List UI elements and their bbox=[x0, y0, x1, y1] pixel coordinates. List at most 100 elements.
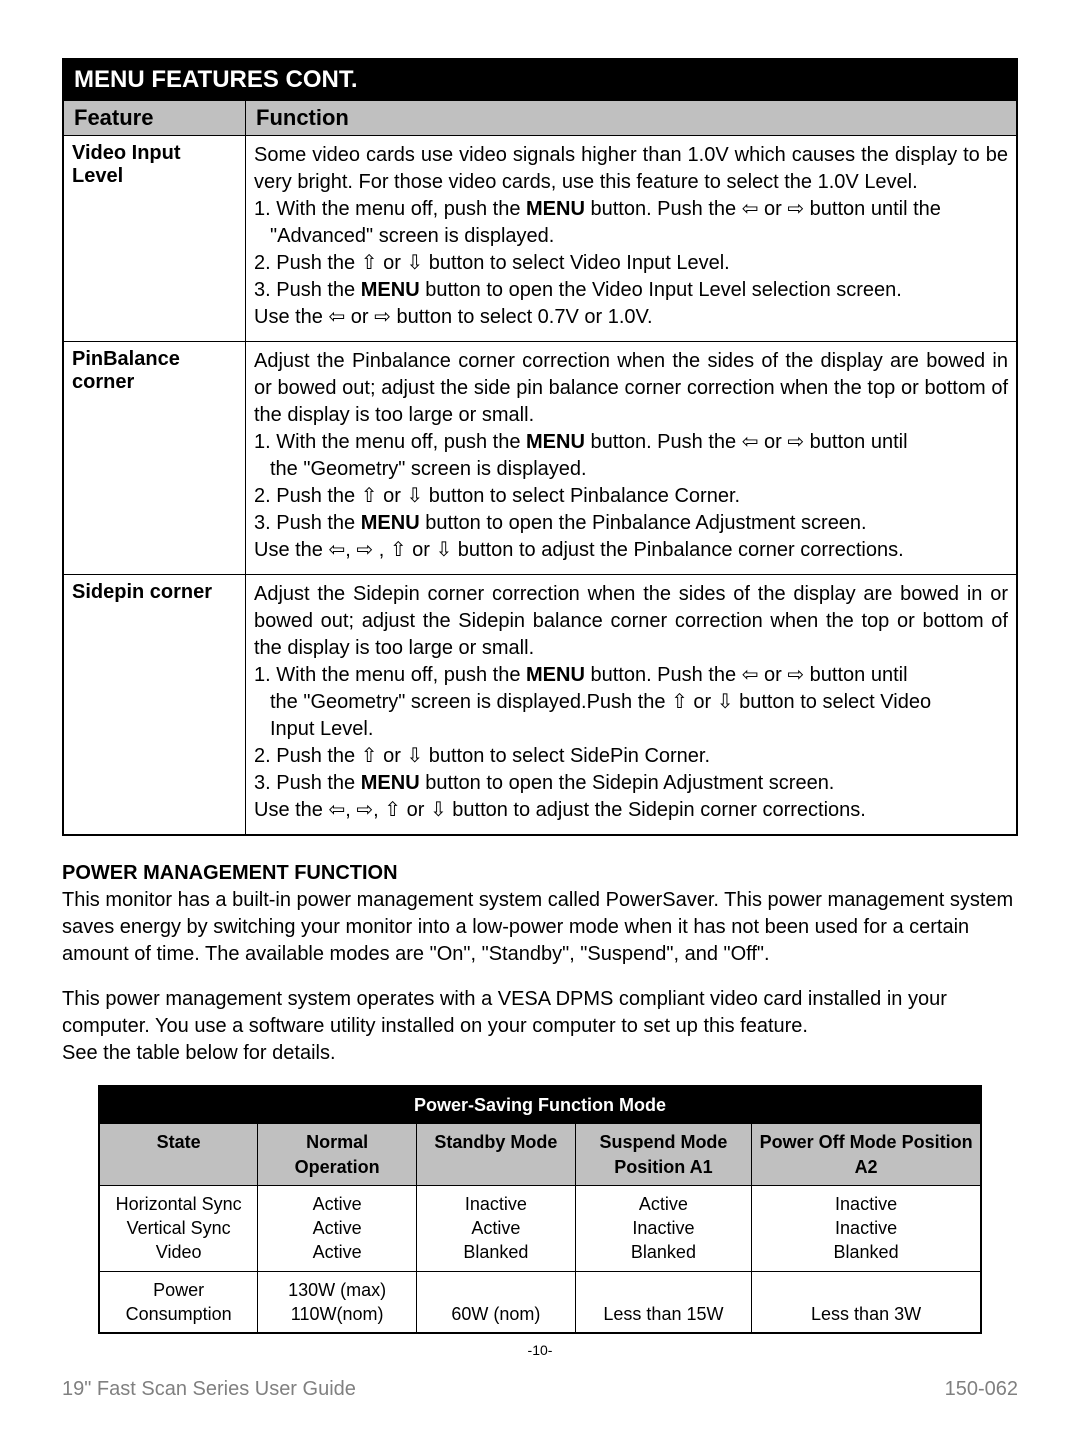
text: button to select Video Input Level. bbox=[423, 252, 730, 274]
arrow-left-icon: ⇦ bbox=[328, 539, 345, 561]
text: button to select Video bbox=[734, 691, 932, 713]
text: 3. Push the bbox=[254, 772, 361, 794]
intro-text: Adjust the Sidepin corner correction whe… bbox=[254, 581, 1008, 662]
text: 2. Push the bbox=[254, 485, 361, 507]
text: or bbox=[378, 252, 407, 274]
col-feature-header: Feature bbox=[63, 101, 246, 136]
table-row: Power Consumption 130W (max) 110W(nom) 6… bbox=[99, 1271, 981, 1333]
text: 2. Push the bbox=[254, 252, 361, 274]
text: Use the bbox=[254, 539, 328, 561]
arrow-right-icon: ⇨ bbox=[787, 431, 804, 453]
text: 3. Push the bbox=[254, 512, 361, 534]
text: or bbox=[378, 745, 407, 767]
text: Active bbox=[471, 1218, 520, 1238]
step-4: Use the ⇦, ⇨ , ⇧ or ⇩ button to adjust t… bbox=[254, 537, 1008, 564]
text: Use the bbox=[254, 799, 328, 821]
table-title-row: Power-Saving Function Mode bbox=[99, 1086, 981, 1124]
cell: Active Active Active bbox=[258, 1185, 417, 1271]
arrow-up-icon: ⇧ bbox=[384, 799, 401, 821]
arrow-right-icon: ⇨ bbox=[356, 799, 373, 821]
arrow-right-icon: ⇨ bbox=[356, 539, 373, 561]
text: Blanked bbox=[631, 1242, 696, 1262]
function-cell: Adjust the Pinbalance corner correction … bbox=[246, 342, 1018, 575]
arrow-left-icon: ⇦ bbox=[742, 198, 759, 220]
footer-right: 150-062 bbox=[945, 1378, 1018, 1401]
text: Standby Mode bbox=[434, 1132, 557, 1152]
table-row: Horizontal Sync Vertical Sync Video Acti… bbox=[99, 1185, 981, 1271]
menu-word: MENU bbox=[361, 512, 420, 534]
menu-word: MENU bbox=[526, 664, 585, 686]
text: Active bbox=[313, 1218, 362, 1238]
cell: Inactive Active Blanked bbox=[417, 1185, 576, 1271]
menu-word: MENU bbox=[361, 772, 420, 794]
text: button until bbox=[804, 664, 907, 686]
page-footer: 19" Fast Scan Series User Guide 150-062 bbox=[62, 1378, 1018, 1401]
text: button. Push the bbox=[585, 664, 742, 686]
cell: Inactive Inactive Blanked bbox=[752, 1185, 981, 1271]
arrow-down-icon: ⇩ bbox=[717, 691, 734, 713]
pm-para-2: This power management system operates wi… bbox=[62, 986, 1018, 1067]
text: or bbox=[345, 306, 374, 328]
text: Inactive bbox=[835, 1218, 897, 1238]
text: Active bbox=[313, 1194, 362, 1214]
page-number: -10- bbox=[62, 1342, 1018, 1358]
arrow-up-icon: ⇧ bbox=[361, 745, 378, 767]
arrow-left-icon: ⇦ bbox=[742, 431, 759, 453]
footer-left: 19" Fast Scan Series User Guide bbox=[62, 1378, 356, 1401]
table-row: PinBalance corner Adjust the Pinbalance … bbox=[63, 342, 1017, 575]
text: button to select Pinbalance Corner. bbox=[423, 485, 740, 507]
arrow-up-icon: ⇧ bbox=[361, 485, 378, 507]
step-2: 2. Push the ⇧ or ⇩ button to select Pinb… bbox=[254, 483, 1008, 510]
text: See the table below for details. bbox=[62, 1042, 336, 1064]
arrow-right-icon: ⇨ bbox=[787, 198, 804, 220]
step-3: 3. Push the MENU button to open the Side… bbox=[254, 770, 1008, 797]
text: button to open the Pinbalance Adjustment… bbox=[420, 512, 867, 534]
text: 110W(nom) bbox=[291, 1304, 384, 1324]
step-4: Use the ⇦ or ⇨ button to select 0.7V or … bbox=[254, 304, 1008, 331]
text: Vertical Sync bbox=[127, 1218, 231, 1238]
step-1-cont: the "Geometry" screen is displayed.Push … bbox=[254, 689, 1008, 716]
page: MENU FEATURES CONT. Feature Function Vid… bbox=[0, 0, 1080, 1441]
ps-title: Power-Saving Function Mode bbox=[99, 1086, 981, 1124]
table-header-row: Feature Function bbox=[63, 101, 1017, 136]
menu-word: MENU bbox=[526, 198, 585, 220]
col-function-header: Function bbox=[246, 101, 1018, 136]
text: , bbox=[373, 799, 384, 821]
arrow-right-icon: ⇨ bbox=[374, 306, 391, 328]
text: 2. Push the bbox=[254, 745, 361, 767]
text: the "Geometry" screen is displayed.Push … bbox=[270, 691, 671, 713]
step-4: Use the ⇦, ⇨, ⇧ or ⇩ button to adjust th… bbox=[254, 797, 1008, 824]
feature-cell: Video Input Level bbox=[63, 136, 246, 342]
menu-word: MENU bbox=[361, 279, 420, 301]
text: Inactive bbox=[835, 1194, 897, 1214]
text: or bbox=[378, 485, 407, 507]
text: 3. Push the bbox=[254, 279, 361, 301]
cell: Active Inactive Blanked bbox=[575, 1185, 751, 1271]
arrow-up-icon: ⇧ bbox=[361, 252, 378, 274]
cell: 130W (max) 110W(nom) bbox=[258, 1271, 417, 1333]
text: Power bbox=[153, 1280, 204, 1300]
text: Consumption bbox=[126, 1304, 232, 1324]
text: Suspend Mode Position A1 bbox=[599, 1132, 727, 1176]
text: button to open the Video Input Level sel… bbox=[420, 279, 902, 301]
text: or bbox=[401, 799, 430, 821]
text: or bbox=[407, 539, 436, 561]
text: , bbox=[373, 539, 390, 561]
arrow-left-icon: ⇦ bbox=[742, 664, 759, 686]
feature-cell: PinBalance corner bbox=[63, 342, 246, 575]
text: 130W (max) bbox=[288, 1280, 386, 1300]
text: Normal Operation bbox=[295, 1132, 380, 1176]
ps-table-wrap: Power-Saving Function Mode State Normal … bbox=[62, 1085, 1018, 1334]
step-2: 2. Push the ⇧ or ⇩ button to select Side… bbox=[254, 743, 1008, 770]
step-3: 3. Push the MENU button to open the Vide… bbox=[254, 277, 1008, 304]
text: button to select SidePin Corner. bbox=[423, 745, 710, 767]
text: Blanked bbox=[834, 1242, 899, 1262]
text: 1. With the menu off, push the bbox=[254, 198, 526, 220]
arrow-up-icon: ⇧ bbox=[671, 691, 688, 713]
text: Inactive bbox=[632, 1218, 694, 1238]
text: Blanked bbox=[463, 1242, 528, 1262]
text: button. Push the bbox=[585, 431, 742, 453]
pm-para-1: This monitor has a built-in power manage… bbox=[62, 887, 1018, 968]
step-1-cont: "Advanced" screen is displayed. bbox=[254, 223, 1008, 250]
cell: Horizontal Sync Vertical Sync Video bbox=[99, 1185, 258, 1271]
